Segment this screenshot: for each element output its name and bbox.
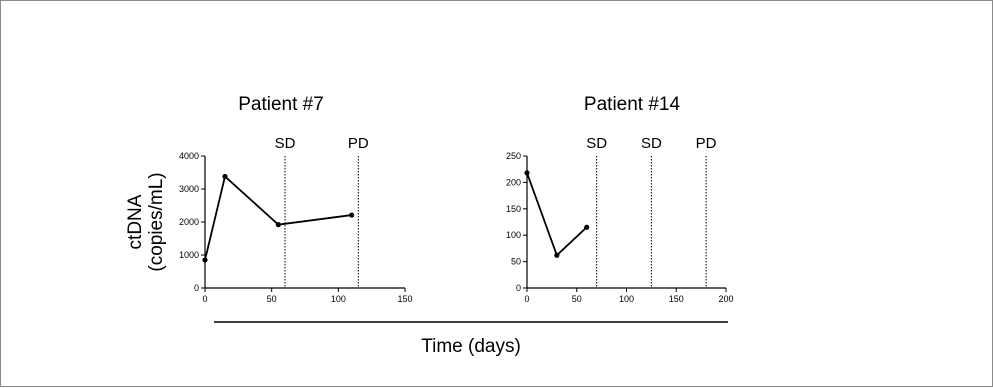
panel-2-y-tick-label: 250: [506, 151, 521, 161]
panel-1-data-point: [275, 222, 281, 228]
panel-2-x-tick-label: 100: [619, 294, 634, 304]
panel-2-x-tick-label: 0: [524, 294, 529, 304]
panel-1-title: Patient #7: [238, 94, 324, 115]
panel-1-x-tick-label: 100: [331, 294, 346, 304]
panel-1-y-tick-label: 1000: [179, 250, 199, 260]
panel-2-series-line: [526, 172, 588, 257]
panel-1-y-tick-label: 3000: [179, 184, 199, 194]
y-axis-label-line1: ctDNA: [125, 194, 146, 249]
panel-2-data-point: [554, 252, 560, 258]
panel-2-data-point: [584, 224, 590, 230]
panel-2-y-tick-label: 50: [511, 257, 521, 267]
panel-1-x-tick-label: 50: [267, 294, 277, 304]
panel-1-marker-label: PD: [348, 135, 369, 152]
panel-1-y-tick-label: 0: [194, 283, 199, 293]
panel-2-x-tick-label: 50: [572, 294, 582, 304]
panel-2-y-tick-label: 150: [506, 204, 521, 214]
panel-2-title: Patient #14: [584, 94, 681, 115]
panel-1-data-point: [349, 212, 355, 218]
x-axis-label: Time (days): [421, 336, 521, 357]
panel-2-marker-label: SD: [641, 135, 662, 152]
panel-1-marker-label: SD: [275, 135, 296, 152]
panel-1-x-tick-label: 150: [397, 294, 412, 304]
panel-1-series-line: [204, 174, 352, 261]
panel-2-data-point: [524, 170, 530, 176]
panel-2-x-tick-label: 200: [718, 294, 733, 304]
panel-1-data-point: [222, 173, 228, 180]
panel-2-marker-label: SD: [586, 135, 607, 152]
panel-2-y-tick-label: 200: [506, 177, 521, 187]
y-axis-label-line2: (copies/mL): [146, 172, 167, 271]
panel-1-y-tick-label: 2000: [179, 217, 199, 227]
panel-2-marker-label: PD: [696, 135, 717, 152]
panel-2-x-tick-label: 150: [669, 294, 684, 304]
panel-2-y-tick-label: 0: [516, 283, 521, 293]
panel-1-x-tick-label: 0: [202, 294, 207, 304]
panel-1-y-tick-label: 4000: [179, 151, 199, 161]
panel-1-data-point: [202, 257, 208, 263]
panel-2-y-tick-label: 100: [506, 230, 521, 240]
